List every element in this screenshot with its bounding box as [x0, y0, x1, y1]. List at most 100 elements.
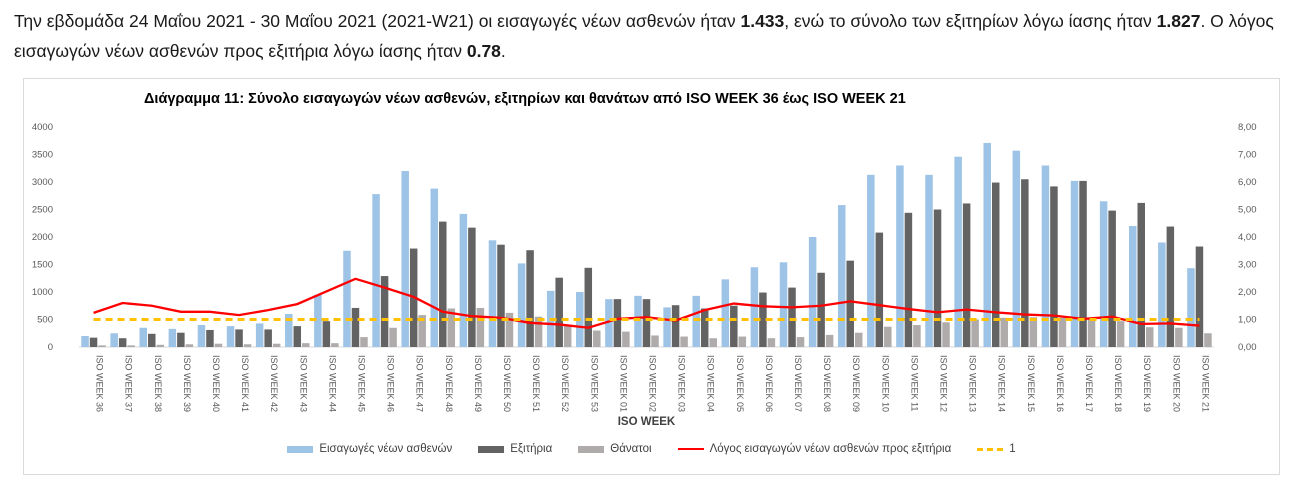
y2-tick-label: 1,00 — [1238, 315, 1257, 326]
bar-deaths — [1175, 327, 1183, 347]
bar-deaths — [1087, 318, 1096, 347]
legend-item-deaths: Θάνατοι — [578, 443, 652, 455]
bar-admissions — [750, 267, 759, 347]
bar-admissions — [983, 142, 991, 347]
x-tick-label: ISO WEEK 53 — [589, 355, 599, 412]
bar-admissions — [1041, 165, 1050, 347]
bar-discharges — [1195, 246, 1204, 347]
bar-discharges — [1137, 202, 1145, 347]
discharges-value: 1.827 — [1156, 11, 1201, 31]
bar-discharges — [380, 276, 389, 347]
x-tick-label: ISO WEEK 18 — [1113, 355, 1123, 412]
y2-tick-label: 5,00 — [1238, 205, 1257, 216]
bar-discharges — [555, 277, 563, 347]
bar-deaths — [680, 336, 688, 347]
x-tick-label: ISO WEEK 13 — [968, 355, 978, 412]
bar-discharges — [671, 305, 680, 347]
bar-discharges — [439, 221, 447, 347]
bar-discharges — [235, 329, 243, 347]
bar-admissions — [343, 250, 351, 347]
bar-deaths — [331, 343, 339, 347]
x-tick-label: ISO WEEK 49 — [473, 355, 483, 412]
legend-item-ratio: Λόγος εισαγωγών νέων ασθενών προς εξιτήρ… — [677, 443, 952, 455]
bar-deaths — [302, 343, 310, 347]
y-tick-label: 3500 — [32, 150, 53, 161]
legend-swatch-discharges — [478, 445, 505, 453]
bar-deaths — [98, 345, 106, 347]
x-tick-label: ISO WEEK 04 — [706, 355, 716, 412]
bar-deaths — [854, 332, 863, 347]
bar-discharges — [962, 203, 971, 347]
bar-deaths — [476, 307, 485, 347]
x-tick-label: ISO WEEK 39 — [182, 355, 192, 412]
x-tick-label: ISO WEEK 14 — [997, 355, 1007, 412]
bar-discharges — [1021, 179, 1029, 347]
legend-item-admissions: Εισαγωγές νέων ασθενών — [287, 443, 452, 455]
bar-deaths — [709, 338, 717, 347]
legend-swatch-deaths — [578, 445, 605, 453]
bar-deaths — [214, 343, 223, 347]
bar-admissions — [867, 174, 875, 347]
y-tick-label: 2000 — [32, 232, 53, 243]
bar-admissions — [197, 325, 206, 347]
bar-discharges — [118, 338, 127, 347]
bar-discharges — [613, 299, 622, 347]
bar-admissions — [837, 205, 846, 347]
x-tick-label: ISO WEEK 08 — [822, 355, 832, 412]
bar-admissions — [401, 171, 409, 347]
x-tick-label: ISO WEEK 02 — [648, 355, 658, 412]
bar-admissions — [285, 314, 293, 347]
bar-admissions — [314, 294, 322, 347]
bar-deaths — [418, 315, 426, 347]
bar-deaths — [884, 326, 892, 347]
bar-discharges — [177, 332, 185, 347]
bar-admissions — [779, 262, 788, 347]
x-tick-label: ISO WEEK 47 — [415, 355, 425, 412]
x-tick-label: ISO WEEK 36 — [95, 355, 105, 412]
legend-label-discharges: Εξιτήρια — [510, 443, 553, 455]
bar-discharges — [1108, 210, 1116, 347]
bar-admissions — [430, 188, 439, 347]
y2-tick-label: 8,00 — [1238, 122, 1257, 133]
bar-discharges — [1079, 180, 1087, 347]
x-tick-label: ISO WEEK 07 — [793, 355, 803, 412]
bar-discharges — [468, 227, 476, 347]
intro-text-4: . — [500, 41, 506, 61]
x-tick-label: ISO WEEK 46 — [386, 355, 396, 412]
bar-admissions — [81, 336, 89, 347]
y2-tick-label: 0,00 — [1238, 342, 1257, 353]
x-tick-label: ISO WEEK 17 — [1084, 355, 1094, 412]
x-tick-label: ISO WEEK 20 — [1171, 355, 1181, 412]
bar-admissions — [372, 194, 380, 347]
bar-admissions — [168, 328, 177, 347]
intro-text-1: Την εβδομάδα 24 Μαΐου 2021 - 30 Μαΐου 20… — [14, 11, 741, 31]
bar-discharges — [264, 329, 272, 347]
bar-admissions — [663, 307, 671, 347]
bar-deaths — [622, 331, 630, 347]
bar-discharges — [1050, 186, 1058, 347]
bar-deaths — [942, 322, 950, 347]
x-tick-label: ISO WEEK 45 — [356, 355, 366, 412]
legend-label-ratio: Λόγος εισαγωγών νέων ασθενών προς εξιτήρ… — [709, 443, 952, 455]
x-tick-label: ISO WEEK 42 — [269, 355, 279, 412]
bar-deaths — [1204, 333, 1212, 347]
x-tick-label: ISO WEEK 51 — [531, 355, 541, 412]
admissions-value: 1.433 — [740, 11, 785, 31]
bar-discharges — [322, 321, 331, 347]
x-tick-label: ISO WEEK 15 — [1026, 355, 1036, 412]
bar-discharges — [497, 244, 505, 347]
chart-title: Διάγραμμα 11: Σύνολο εισαγωγών νέων ασθε… — [144, 91, 906, 107]
bar-deaths — [360, 337, 368, 347]
x-tick-label: ISO WEEK 37 — [124, 355, 134, 412]
x-tick-label: ISO WEEK 16 — [1055, 355, 1065, 412]
x-axis-title: ISO WEEK — [618, 416, 676, 428]
y-tick-label: 3000 — [32, 177, 53, 188]
bar-discharges — [933, 209, 942, 347]
bar-deaths — [505, 312, 514, 347]
bar-admissions — [692, 295, 700, 347]
bar-discharges — [148, 333, 156, 347]
legend-label-deaths: Θάνατοι — [610, 443, 652, 455]
x-tick-label: ISO WEEK 01 — [618, 355, 628, 412]
bar-deaths — [767, 338, 776, 347]
bar-discharges — [351, 307, 360, 347]
